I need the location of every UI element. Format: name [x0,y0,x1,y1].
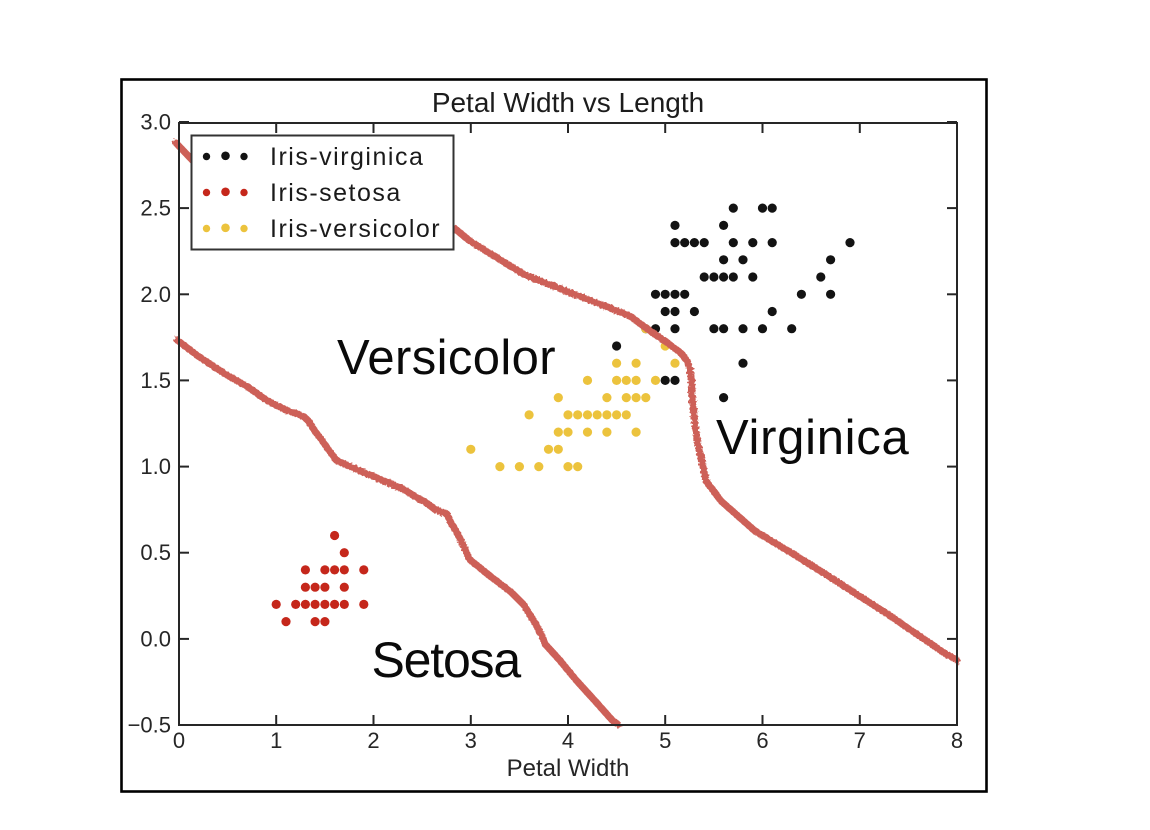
svg-text:0: 0 [173,728,185,753]
svg-text:Iris-setosa: Iris-setosa [270,179,402,207]
svg-text:Iris-virginica: Iris-virginica [270,143,424,171]
svg-text:Petal Width vs Length: Petal Width vs Length [432,87,704,118]
svg-text:Petal Width: Petal Width [507,755,630,782]
svg-text:3: 3 [465,728,477,753]
svg-text:3.0: 3.0 [140,110,171,135]
svg-text:Versicolor: Versicolor [337,331,556,385]
svg-text:0.0: 0.0 [140,626,171,651]
svg-text:7: 7 [854,728,866,753]
svg-text:0.5: 0.5 [140,540,171,565]
svg-text:6: 6 [756,728,768,753]
svg-text:2.5: 2.5 [140,196,171,221]
svg-text:2: 2 [367,728,379,753]
svg-text:Setosa: Setosa [372,632,522,688]
svg-text:4: 4 [562,728,574,753]
svg-text:8: 8 [951,728,963,753]
svg-text:Iris-versicolor: Iris-versicolor [270,215,441,243]
svg-text:1.5: 1.5 [140,368,171,393]
svg-text:1: 1 [270,728,282,753]
svg-text:Virginica: Virginica [716,411,909,465]
svg-text:1.0: 1.0 [140,454,171,479]
svg-text:−0.5: −0.5 [128,713,171,738]
svg-text:2.0: 2.0 [140,282,171,307]
svg-text:5: 5 [659,728,671,753]
